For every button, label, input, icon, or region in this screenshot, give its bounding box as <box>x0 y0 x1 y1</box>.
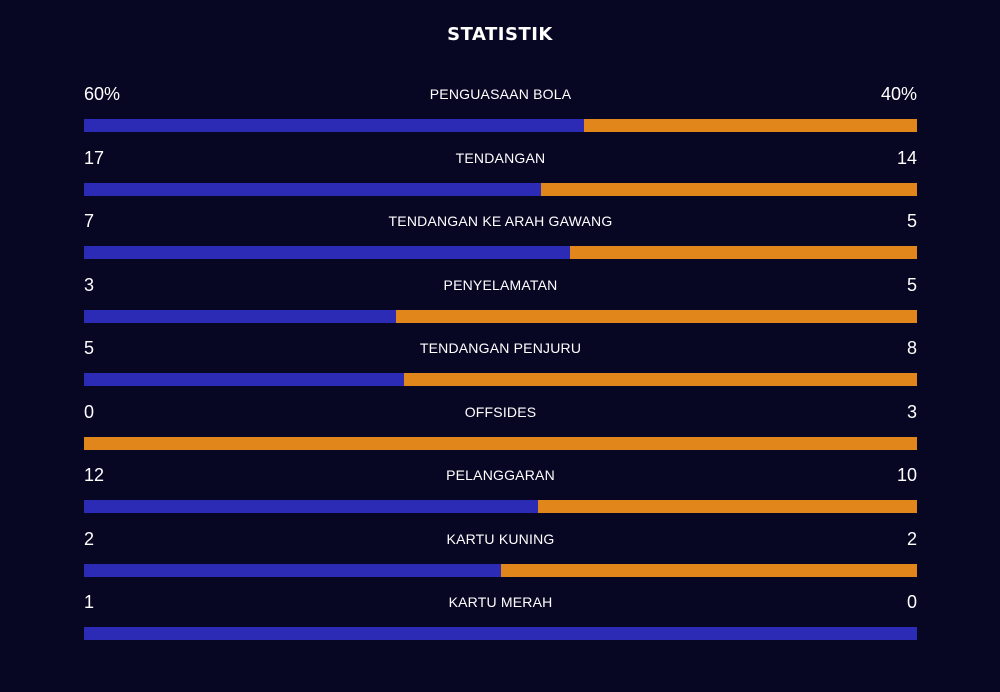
stat-row: 7 TENDANGAN KE ARAH GAWANG 5 <box>84 207 917 271</box>
away-bar-segment <box>538 500 917 513</box>
comparison-bar <box>84 373 917 386</box>
home-bar-segment <box>84 119 584 132</box>
stat-label: KARTU KUNING <box>446 530 555 547</box>
home-bar-segment <box>84 563 501 577</box>
home-value: 0 <box>84 401 95 422</box>
stat-row: 2 KARTU KUNING 2 <box>84 525 917 589</box>
away-value: 2 <box>906 528 917 549</box>
stat-row: 0 OFFSIDES 3 <box>84 398 917 462</box>
away-value: 5 <box>906 274 917 295</box>
home-value: 17 <box>84 147 105 168</box>
home-bar-segment <box>84 500 539 513</box>
comparison-bar <box>84 182 917 196</box>
stat-label: TENDANGAN <box>455 149 546 166</box>
stat-label: TENDANGAN KE ARAH GAWANG <box>388 213 613 229</box>
home-value: 12 <box>84 465 105 485</box>
home-value: 7 <box>84 211 95 231</box>
home-bar-segment <box>84 246 570 259</box>
away-bar-segment <box>84 436 917 450</box>
stat-row: 12 PELANGGARAN 10 <box>84 461 917 525</box>
stat-label: PENGUASAAN BOLA <box>429 86 572 102</box>
away-value: 40% <box>880 84 917 104</box>
comparison-bar <box>84 627 917 640</box>
home-value: 5 <box>84 338 95 358</box>
home-value: 2 <box>84 528 95 549</box>
comparison-bar <box>84 436 917 450</box>
home-bar-segment <box>84 182 541 196</box>
away-bar-segment <box>404 373 917 386</box>
stat-label: PELANGGARAN <box>446 467 555 483</box>
away-value: 5 <box>906 211 917 231</box>
stat-row: 60% PENGUASAAN BOLA 40% <box>84 80 917 144</box>
comparison-bar <box>84 500 917 513</box>
away-value: 3 <box>906 401 917 422</box>
stat-row: 5 TENDANGAN PENJURU 8 <box>84 334 917 398</box>
home-value: 60% <box>84 84 121 104</box>
comparison-bar <box>84 563 917 577</box>
stats-title: STATISTIK <box>447 24 553 45</box>
away-bar-segment <box>540 182 917 196</box>
stat-label: OFFSIDES <box>464 403 537 420</box>
stat-row: 3 PENYELAMATAN 5 <box>84 271 917 335</box>
stat-label: KARTU MERAH <box>448 594 553 610</box>
away-value: 0 <box>906 592 917 612</box>
stat-label: TENDANGAN PENJURU <box>419 340 582 356</box>
away-bar-segment <box>500 563 917 577</box>
stat-row: 17 TENDANGAN 14 <box>84 144 917 208</box>
home-bar-segment <box>84 373 405 386</box>
stat-row: 1 KARTU MERAH 0 <box>84 588 917 652</box>
away-bar-segment <box>396 309 917 323</box>
home-value: 3 <box>84 274 95 295</box>
away-value: 8 <box>906 338 917 358</box>
comparison-bar <box>84 309 917 323</box>
comparison-bar <box>84 246 917 259</box>
comparison-bar <box>84 119 917 132</box>
stat-label: PENYELAMATAN <box>443 276 558 293</box>
home-bar-segment <box>84 627 917 640</box>
away-bar-segment <box>583 119 917 132</box>
away-value: 14 <box>896 147 917 168</box>
home-bar-segment <box>84 309 397 323</box>
stats-list: 60% PENGUASAAN BOLA 40% 17 TENDANGAN 14 7 TENDA… <box>84 80 917 652</box>
away-value: 10 <box>896 465 917 485</box>
home-value: 1 <box>84 592 95 612</box>
away-bar-segment <box>569 246 917 259</box>
